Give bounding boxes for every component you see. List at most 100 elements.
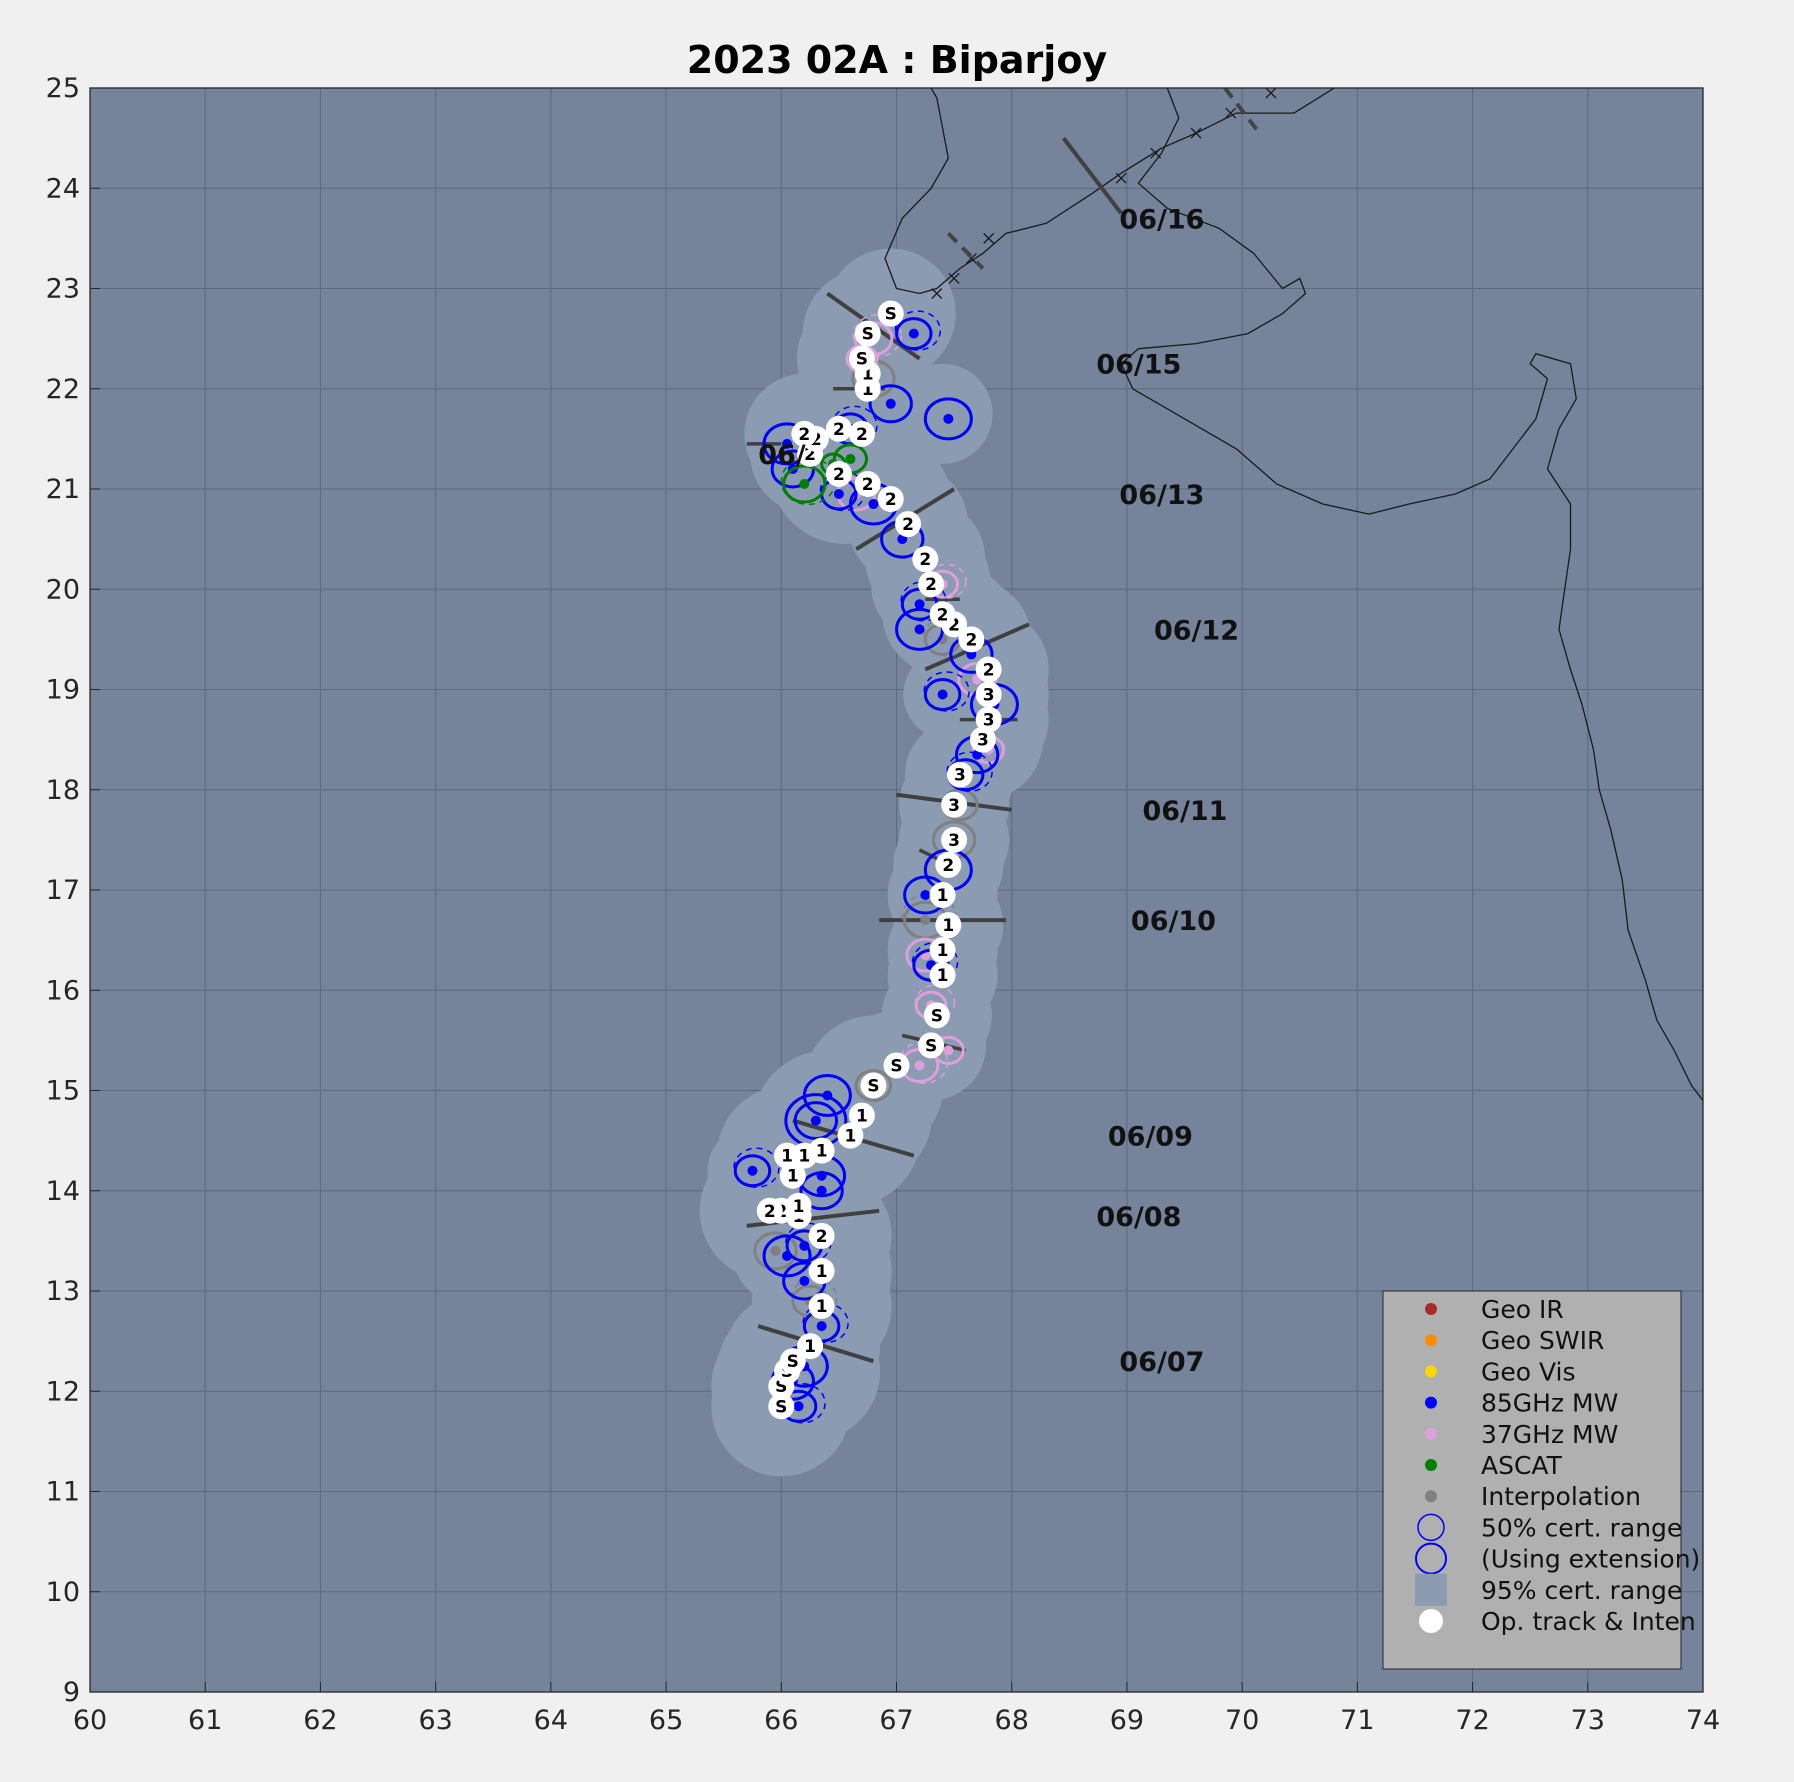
track-point	[912, 546, 939, 573]
track-point	[895, 511, 922, 538]
y-tick-label: 12	[46, 1376, 80, 1407]
mw85-fix-dot	[810, 1115, 821, 1126]
border-cross-icon	[1265, 88, 1277, 99]
y-tick-label: 15	[46, 1076, 80, 1107]
interp-fix-ext-ring	[790, 1277, 838, 1319]
track-intensity-label: 1	[798, 1147, 810, 1167]
track-point	[808, 1137, 835, 1164]
track-intensity-label: 1	[804, 1337, 816, 1357]
legend-label: 37GHz MW	[1481, 1420, 1618, 1449]
mw85-fix-dot	[747, 1165, 758, 1176]
mw85-fix-ring	[923, 397, 973, 441]
legend-label: Op. track & Inten	[1481, 1607, 1696, 1636]
y-tick-label: 17	[46, 875, 80, 906]
legend-marker-dot	[1425, 1334, 1437, 1347]
x-tick-label: 65	[649, 1705, 683, 1736]
date-label: 06/10	[1131, 906, 1216, 937]
track-intensity-label: S	[862, 325, 874, 345]
y-tick-label: 23	[46, 274, 80, 305]
track-point	[779, 1348, 806, 1375]
mw85-fix-dot	[920, 890, 931, 901]
legend-marker-dot	[1425, 1365, 1437, 1378]
track-point	[918, 571, 945, 598]
track-intensity-label: 2	[833, 465, 845, 485]
track-intensity-label: 1	[856, 1107, 868, 1127]
track-point	[825, 415, 852, 442]
coastline-gujarat	[1120, 88, 1703, 1101]
track-intensity-label: 2	[862, 475, 874, 495]
track-point	[969, 726, 996, 753]
track-point	[929, 882, 956, 909]
track-intensity-label: 1	[816, 1297, 828, 1317]
track-intensity-label: S	[925, 1036, 937, 1056]
interp-fix-dot	[770, 1245, 781, 1256]
track-intensity-label: S	[856, 350, 868, 370]
cone-95-lobe	[892, 363, 993, 464]
date-label: 06/16	[1119, 204, 1204, 235]
track-intensity-label: 2	[983, 660, 995, 680]
track-intensity-label: S	[867, 1076, 879, 1096]
track-point	[975, 656, 1002, 683]
mw85-fix-dot	[833, 489, 844, 500]
legend-label: Geo SWIR	[1481, 1326, 1604, 1355]
track-intensity-label: 2	[856, 425, 868, 445]
track-point	[808, 1293, 835, 1320]
x-tick-label: 72	[1455, 1705, 1489, 1736]
y-tick-label: 14	[46, 1176, 80, 1207]
ascat-fix-dot	[845, 453, 856, 464]
track-intensity-label: 2	[937, 605, 949, 625]
date-label-partial: 06/	[758, 440, 806, 471]
mw85-fix-dot	[816, 1321, 827, 1332]
x-tick-label: 69	[1110, 1705, 1144, 1736]
legend-marker-ext-ring	[1415, 1542, 1447, 1575]
border-cross-icon	[931, 288, 943, 299]
legend-marker-dot	[1425, 1459, 1437, 1471]
track-point	[779, 1162, 806, 1189]
ascat-fix-dot	[799, 478, 810, 489]
y-tick-label: 22	[46, 374, 80, 405]
track-intensity-label: 2	[919, 550, 931, 570]
mw85-fix-ext-ring	[831, 405, 878, 447]
mw85-fix-dot	[914, 599, 925, 610]
track-intensity-label: 1	[862, 380, 874, 400]
track-intensity-label: 3	[983, 711, 995, 731]
track-point	[941, 826, 968, 853]
legend-marker-cone	[1415, 1573, 1447, 1606]
track-intensity-label: 2	[948, 615, 960, 635]
track-point	[877, 486, 904, 513]
mw85-fix-ring	[868, 384, 913, 424]
track-point	[808, 1257, 835, 1284]
border-cross-icon	[983, 232, 995, 244]
date-label: 06/13	[1119, 480, 1204, 511]
mw85-fix-ring	[733, 1154, 772, 1188]
track-intensity-label: 2	[804, 445, 816, 465]
mw37-fix-ext-ring	[852, 314, 903, 358]
track-intensity-label: 2	[942, 856, 954, 876]
y-tick-label: 21	[46, 474, 80, 505]
track-intensity-label: S	[787, 1352, 799, 1372]
x-tick-label: 70	[1225, 1705, 1259, 1736]
mw85-fix-ext-ring	[923, 671, 970, 712]
legend-label: 50% cert. range	[1481, 1513, 1682, 1542]
mw85-fix-dot	[799, 1240, 810, 1251]
x-tick-label: 64	[534, 1705, 568, 1736]
track-intensity-label: 1	[793, 1197, 805, 1217]
y-tick-label: 19	[46, 675, 80, 706]
interp-fix-ring	[854, 1068, 893, 1102]
legend-marker-ring	[1417, 1513, 1445, 1542]
track-point	[923, 1002, 950, 1029]
mw85-fix-ext-ring	[900, 581, 947, 622]
track-point	[756, 1197, 783, 1224]
x-tick-label: 68	[995, 1705, 1029, 1736]
track-point	[935, 851, 962, 878]
border-cross-icon	[948, 273, 960, 284]
track-intensity-label: 1	[816, 1262, 828, 1282]
track-point	[797, 1333, 824, 1360]
y-tick-label: 13	[46, 1276, 80, 1307]
legend-label: Geo Vis	[1481, 1357, 1576, 1386]
mw85-fix-dot	[868, 499, 879, 510]
date-label: 06/12	[1154, 615, 1239, 646]
track-point	[848, 1102, 875, 1129]
border-dash	[946, 231, 985, 270]
mw37-fix-dot	[914, 1060, 925, 1071]
